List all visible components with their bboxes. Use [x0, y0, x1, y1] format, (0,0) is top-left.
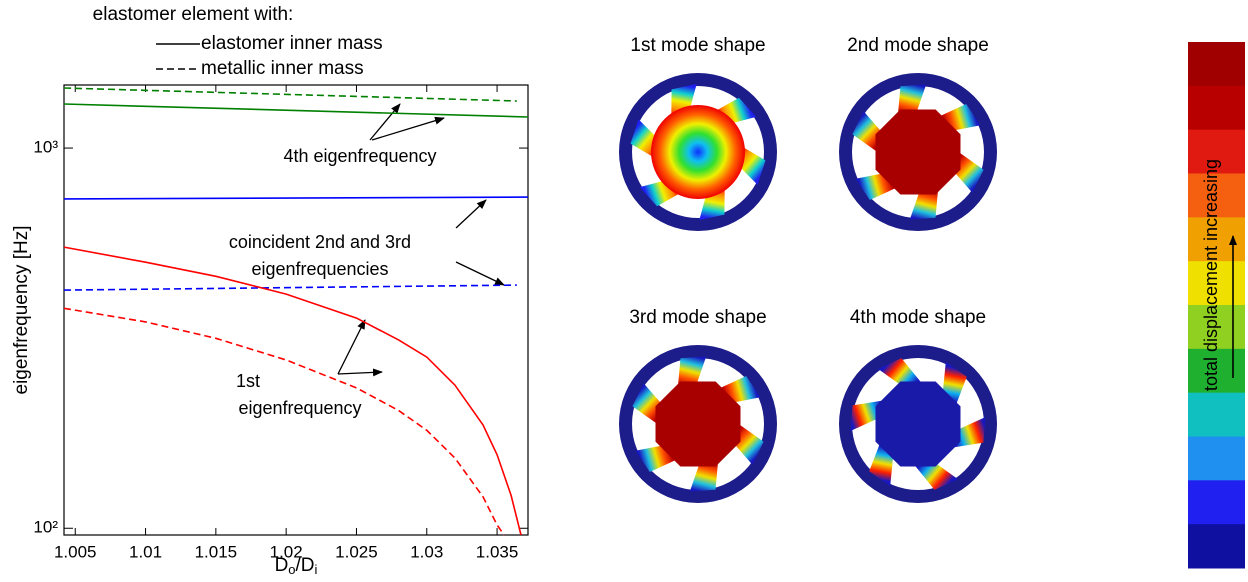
y-tick-label: 10² [33, 518, 58, 537]
series-line [64, 285, 517, 290]
annotation: coincident 2nd and 3rd [229, 232, 411, 252]
hub [656, 382, 741, 467]
colorbar-band [1188, 393, 1245, 437]
mode-shape-title: 2nd mode shape [847, 35, 989, 56]
x-tick-label: 1.005 [54, 542, 97, 561]
hub [876, 110, 961, 195]
series-line [64, 308, 504, 535]
colorbar-band [1188, 480, 1245, 524]
mode-shape-title: 4th mode shape [850, 307, 986, 328]
series-line [64, 88, 517, 101]
colorbar-band [1188, 86, 1245, 130]
annotation: eigenfrequencies [251, 259, 388, 279]
annotation: eigenfrequency [238, 398, 361, 418]
legend-title: elastomer element with: [93, 4, 294, 25]
x-axis-label-part: /D [296, 555, 315, 576]
annotation: 4th eigenfrequency [283, 146, 436, 166]
x-axis-label: Do/Di [275, 555, 318, 577]
x-axis-label-part: i [315, 562, 318, 577]
colorbar-band [1188, 524, 1245, 568]
x-tick-label: 1.015 [195, 542, 238, 561]
mode-shape [839, 345, 997, 503]
legend-label: metallic inner mass [201, 58, 364, 79]
mode-shape-title: 3rd mode shape [629, 307, 766, 328]
x-tick-label: 1.035 [476, 542, 519, 561]
hub [876, 382, 961, 467]
y-tick-label: 10³ [33, 138, 58, 157]
series-line [64, 197, 528, 199]
colorbar-band [1188, 42, 1245, 86]
x-tick-label: 1.03 [410, 542, 443, 561]
hub [651, 105, 745, 199]
figure: 1.0051.011.0151.021.0251.031.03510²10³ei… [0, 0, 1248, 577]
mode-shape-title: 1st mode shape [630, 35, 765, 56]
mode-shape [619, 345, 777, 503]
colorbar-label: total displacement increasing [1201, 159, 1221, 391]
x-axis-label-part: o [288, 562, 295, 577]
mode-shape [839, 73, 997, 231]
annotation: 1st [236, 371, 260, 391]
x-tick-label: 1.01 [129, 542, 162, 561]
x-axis-label-part: D [275, 555, 289, 576]
y-axis-label: eigenfrequency [Hz] [11, 226, 32, 395]
mode-shape [619, 73, 777, 231]
x-tick-label: 1.025 [335, 542, 378, 561]
series-line [64, 247, 521, 535]
legend-label: elastomer inner mass [201, 33, 383, 54]
series-line [64, 104, 528, 117]
colorbar-band [1188, 437, 1245, 481]
